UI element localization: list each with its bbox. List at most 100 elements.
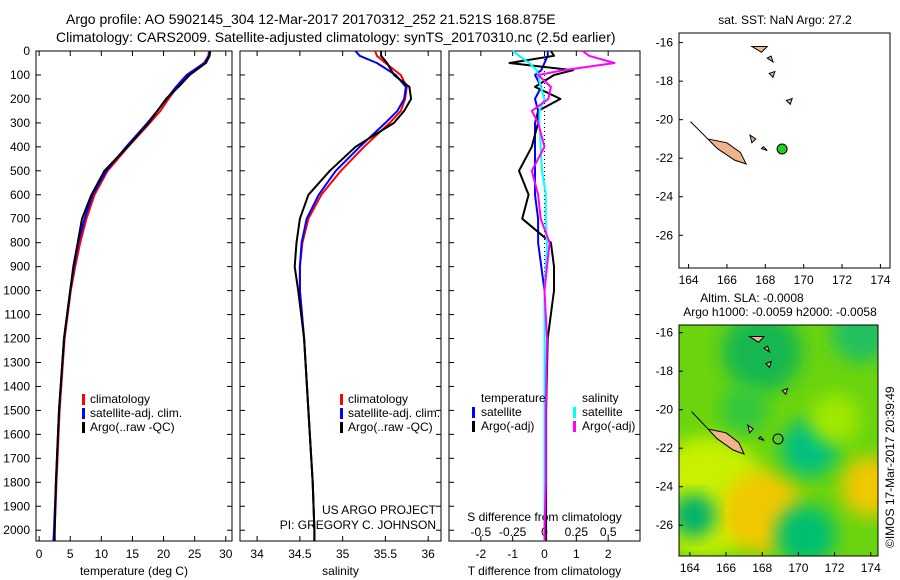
sla-map-subtitle: Argo h1000: -0.0059 h2000: -0.0058 — [683, 305, 877, 319]
land-island — [691, 411, 746, 455]
x-tick-label: 0 — [36, 547, 43, 561]
lat-tick-label: -20 — [656, 113, 674, 127]
x2-tick-label: -0.5 — [470, 525, 491, 539]
series-line-t-argo-adj- — [508, 50, 575, 541]
land-island — [764, 360, 773, 369]
legend-swatch — [472, 407, 475, 418]
land-island — [768, 70, 776, 79]
land-island — [750, 45, 769, 53]
lat-tick-label: -24 — [656, 480, 674, 494]
y-tick-label: 900 — [10, 260, 30, 274]
argo-float-marker — [772, 433, 784, 445]
lon-tick-label: 172 — [832, 273, 852, 287]
sst-map: 164 166 168 170 172 174 -16 -18 -20 -22 -24 -26 sat.… — [656, 13, 891, 287]
legend-swatch — [82, 408, 85, 419]
y-tick-label: 1900 — [3, 499, 30, 513]
series-line-argo-raw-qc- — [293, 51, 413, 541]
legend-header: temperature — [481, 391, 546, 405]
lat-tick-label: -22 — [656, 441, 674, 455]
sla-map: 164 166 168 170 172 174 -16 -18 -20 -22 -24 -26 Alti… — [656, 291, 881, 575]
land-island — [760, 145, 768, 151]
sla-anomaly-blob — [720, 385, 769, 434]
x-tick-label: 20 — [157, 547, 171, 561]
sla-anomaly-blob — [722, 325, 803, 392]
lat-tick-label: -26 — [656, 228, 674, 242]
legend-label: Argo(-adj) — [481, 419, 534, 433]
x-axis-label: T difference from climatology — [468, 564, 622, 578]
sst-map-title: sat. SST: NaN Argo: 27.2 — [718, 13, 852, 27]
lon-tick-label: 164 — [679, 273, 699, 287]
x-tick-label: 0 — [541, 547, 548, 561]
legend-label: satellite-adj. clim. — [90, 406, 182, 420]
series-line-climatology — [53, 50, 210, 542]
series-line-s-satellite — [512, 50, 548, 541]
y-tick-label: 800 — [10, 236, 30, 250]
legend-swatch — [340, 422, 343, 433]
y-tick-label: 1100 — [4, 308, 30, 322]
x2-tick-label: 0.25 — [565, 525, 589, 539]
lat-tick-label: -16 — [656, 326, 674, 340]
x-tick-label: -2 — [475, 547, 486, 561]
title-line-2: Climatology: CARS2009. Satellite-adjuste… — [56, 29, 616, 45]
x-tick-label: 35.5 — [374, 547, 398, 561]
x-tick-label: -1 — [507, 547, 518, 561]
legend-swatch — [82, 422, 85, 433]
legend-label: satellite — [582, 405, 623, 419]
lon-tick-label: 174 — [870, 273, 890, 287]
y-tick-label: 2000 — [3, 523, 30, 537]
lon-tick-label: 166 — [717, 273, 737, 287]
land-island — [785, 97, 793, 106]
argo-float-marker — [776, 143, 788, 155]
land-island — [690, 121, 748, 165]
y-tick-label: 1000 — [3, 284, 30, 298]
x-tick-label: 2 — [605, 547, 612, 561]
project-label: US ARGO PROJECT — [322, 503, 437, 517]
x-tick-label: 5 — [67, 547, 74, 561]
lat-tick-label: -24 — [656, 190, 674, 204]
x-tick-label: 30 — [219, 547, 233, 561]
legend-swatch — [82, 394, 85, 405]
map-frame — [678, 324, 879, 557]
sla-anomaly-blob — [840, 456, 878, 517]
sla-heatmap — [679, 325, 878, 556]
legend-label: climatology — [348, 392, 408, 406]
legend-label: Argo(-adj) — [582, 419, 635, 433]
x-tick-label: 34 — [250, 547, 264, 561]
lat-tick-label: -20 — [656, 403, 674, 417]
legend-swatch — [573, 421, 576, 432]
x-axis-label: temperature (deg C) — [80, 564, 188, 578]
lon-tick-label: 168 — [755, 273, 775, 287]
y-tick-label: 0 — [23, 44, 30, 58]
lat-tick-label: -16 — [656, 36, 674, 50]
y-tick-label: 1800 — [3, 475, 30, 489]
lat-tick-label: -22 — [656, 151, 674, 165]
sla-map-title: Altim. SLA: -0.0008 — [700, 291, 804, 305]
y-tick-label: 700 — [10, 212, 30, 226]
land-island — [749, 133, 757, 144]
lon-tick-label: 168 — [752, 561, 772, 575]
x-axis-label: salinity — [322, 564, 359, 578]
y-tick-label: 1400 — [3, 379, 30, 393]
land-island — [746, 423, 754, 434]
x-tick-label: 15 — [126, 547, 140, 561]
lon-tick-label: 170 — [788, 561, 808, 575]
sla-anomaly-blob — [775, 504, 836, 556]
land-island — [757, 435, 765, 441]
y-tick-label: 500 — [10, 164, 30, 178]
salinity-frame — [239, 50, 442, 542]
temperature-frame — [35, 50, 233, 542]
x2-tick-label: 0.5 — [600, 525, 617, 539]
y-tick-label: 1600 — [3, 427, 30, 441]
legend-swatch — [472, 421, 475, 432]
x-tick-label: 10 — [95, 547, 109, 561]
legend-label: climatology — [90, 392, 150, 406]
y-tick-label: 1200 — [3, 332, 30, 346]
title-line-1: Argo profile: AO 5902145_304 12-Mar-2017… — [66, 11, 556, 27]
legend-header: salinity — [582, 391, 619, 405]
y-tick-label: 1300 — [3, 355, 30, 369]
y-tick-label: 1500 — [3, 403, 30, 417]
lon-tick-label: 174 — [861, 561, 881, 575]
y-tick-label: 200 — [10, 92, 30, 106]
